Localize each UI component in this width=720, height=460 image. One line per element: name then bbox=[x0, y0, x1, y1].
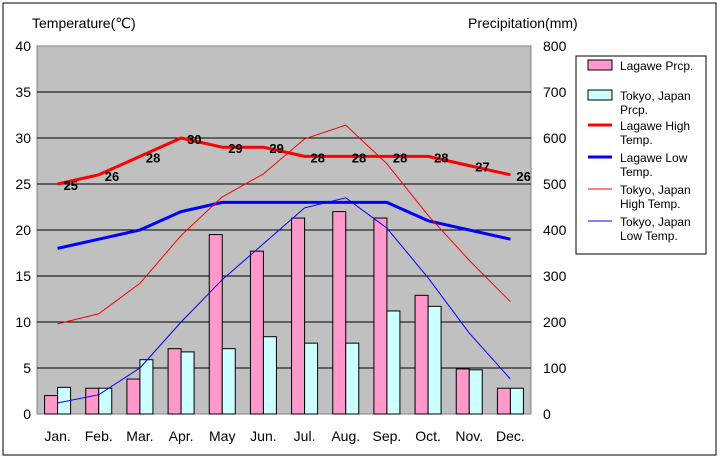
left-axis-ticks: 0 5 10 15 20 25 30 35 40 bbox=[15, 38, 31, 422]
temp-line bbox=[57, 136, 511, 186]
left-tick-label: 10 bbox=[15, 314, 31, 330]
data-label: 27 bbox=[475, 160, 489, 175]
bar-series bbox=[44, 211, 524, 415]
x-tick-label: Apr. bbox=[169, 428, 194, 444]
left-tick-label: 40 bbox=[15, 38, 31, 54]
gridlines bbox=[37, 91, 531, 369]
data-label: 30 bbox=[187, 132, 201, 147]
right-tick-label: 0 bbox=[543, 406, 551, 422]
legend-swatch bbox=[587, 59, 613, 71]
x-tick-label: Feb. bbox=[85, 428, 113, 444]
legend-label: Lagawe High Temp. bbox=[620, 119, 690, 147]
precip-bar bbox=[180, 351, 195, 415]
data-labels: 25 26 28 30 29 29 28 28 28 28 27 26 bbox=[64, 132, 531, 193]
left-tick-label: 15 bbox=[15, 268, 31, 284]
x-tick-label: Jul. bbox=[294, 428, 316, 444]
temp-line bbox=[57, 124, 511, 325]
left-tick-label: 30 bbox=[15, 130, 31, 146]
precip-bar bbox=[304, 342, 319, 415]
data-label: 26 bbox=[516, 169, 530, 184]
precip-bar bbox=[139, 359, 154, 415]
precip-bar bbox=[44, 395, 59, 415]
legend-label: Tokyo, Japan Prcp. bbox=[620, 89, 691, 117]
x-tick-label: May bbox=[209, 428, 235, 444]
legend-label: Lagawe Low Temp. bbox=[620, 151, 688, 179]
legend-label: Tokyo, Japan Low Temp. bbox=[620, 215, 691, 243]
data-label: 28 bbox=[393, 150, 407, 165]
right-tick-label: 400 bbox=[543, 222, 567, 238]
left-tick-label: 5 bbox=[23, 360, 31, 376]
right-tick-label: 500 bbox=[543, 176, 567, 192]
precip-bar bbox=[98, 387, 113, 415]
data-label: 29 bbox=[228, 141, 242, 156]
left-tick-label: 0 bbox=[23, 406, 31, 422]
precip-bar bbox=[85, 387, 100, 415]
legend: Lagawe Prcp. Tokyo, Japan Prcp.Lagawe High… bbox=[575, 55, 707, 255]
precip-bar bbox=[386, 310, 401, 415]
temp-line bbox=[57, 197, 511, 404]
data-label: 28 bbox=[311, 150, 325, 165]
precip-bar bbox=[208, 234, 223, 415]
x-tick-label: Aug. bbox=[331, 428, 360, 444]
precip-bar bbox=[332, 211, 347, 415]
precip-bar bbox=[468, 369, 483, 415]
legend-label: Tokyo, Japan High Temp. bbox=[620, 183, 691, 211]
legend-swatch bbox=[587, 89, 613, 101]
data-label: 25 bbox=[64, 178, 78, 193]
data-label: 28 bbox=[434, 150, 448, 165]
right-axis-ticks: 0 100 200 300 400 500 600 700 800 bbox=[543, 38, 567, 422]
data-label: 28 bbox=[146, 150, 160, 165]
precip-bar bbox=[345, 342, 360, 415]
precip-bar bbox=[249, 250, 264, 415]
precip-bar bbox=[126, 378, 141, 415]
right-tick-label: 100 bbox=[543, 360, 567, 376]
x-tick-label: Sep. bbox=[373, 428, 402, 444]
x-axis-ticks: Jan. Feb. Mar. Apr. May Jun. Jul. Aug. Sep. Oct. N… bbox=[44, 428, 524, 444]
legend-label: Lagawe Prcp. bbox=[620, 59, 693, 73]
right-tick-label: 300 bbox=[543, 268, 567, 284]
right-tick-label: 800 bbox=[543, 38, 567, 54]
data-label: 28 bbox=[352, 150, 366, 165]
x-tick-label: Jun. bbox=[250, 428, 276, 444]
data-label: 26 bbox=[105, 169, 119, 184]
line-series bbox=[57, 124, 511, 404]
left-tick-label: 25 bbox=[15, 176, 31, 192]
precip-bar bbox=[455, 368, 470, 415]
right-tick-label: 700 bbox=[543, 84, 567, 100]
data-label: 29 bbox=[269, 141, 283, 156]
x-tick-label: Mar. bbox=[126, 428, 153, 444]
precip-bar bbox=[262, 336, 277, 415]
right-tick-label: 200 bbox=[543, 314, 567, 330]
precip-bar bbox=[373, 217, 388, 415]
left-tick-label: 35 bbox=[15, 84, 31, 100]
precip-bar bbox=[427, 305, 442, 415]
right-axis-title: Precipitation(mm) bbox=[468, 15, 578, 31]
precip-bar bbox=[496, 387, 511, 415]
precip-bar bbox=[221, 348, 236, 415]
precip-bar bbox=[167, 348, 182, 415]
right-tick-label: 600 bbox=[543, 130, 567, 146]
x-tick-label: Dec. bbox=[496, 428, 525, 444]
precip-bar bbox=[414, 294, 429, 415]
precip-bar bbox=[509, 387, 524, 415]
x-tick-label: Oct. bbox=[415, 428, 441, 444]
left-axis-title: Temperature(℃) bbox=[32, 15, 136, 31]
left-tick-label: 20 bbox=[15, 222, 31, 238]
x-tick-label: Jan. bbox=[44, 428, 70, 444]
x-tick-label: Nov. bbox=[455, 428, 483, 444]
precip-bar bbox=[291, 217, 306, 415]
